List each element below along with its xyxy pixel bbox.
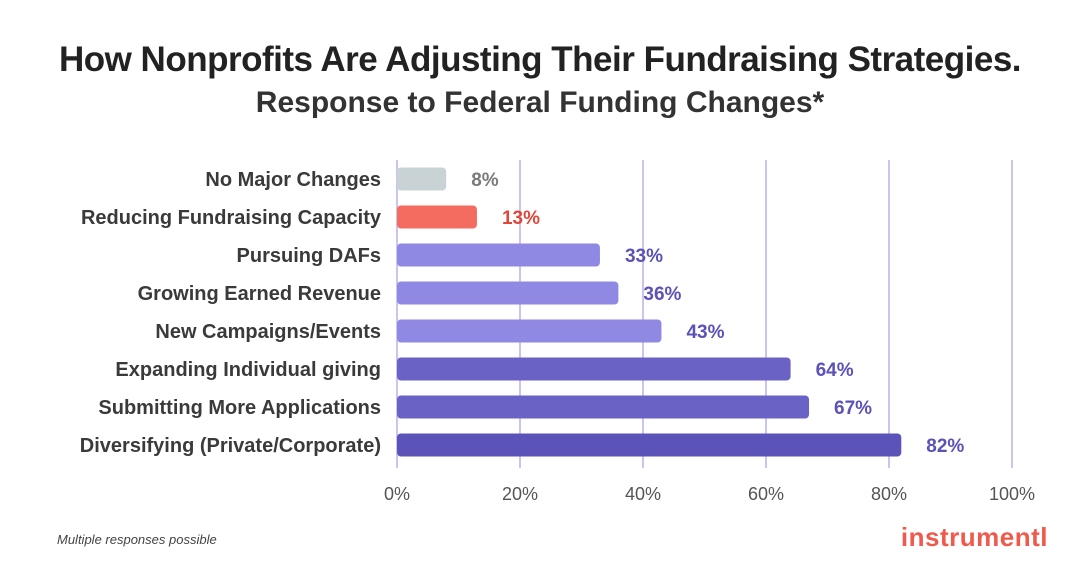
- bar: [397, 357, 791, 381]
- bar: [397, 395, 810, 419]
- category-label: Growing Earned Revenue: [138, 283, 381, 305]
- x-tick-label: 60%: [748, 484, 784, 504]
- brand-logo: instrumentl: [900, 522, 1048, 552]
- chart-title: How Nonprofits Are Adjusting Their Fundr…: [58, 40, 1022, 79]
- category-label: Diversifying (Private/Corporate): [80, 435, 381, 457]
- x-tick-label: 0%: [384, 484, 410, 504]
- bar: [397, 319, 662, 343]
- chart-subtitle: Response to Federal Funding Changes*: [255, 86, 825, 119]
- value-label: 36%: [643, 284, 681, 305]
- bar: [397, 167, 447, 191]
- value-label: 64%: [816, 360, 854, 381]
- x-tick-label: 20%: [502, 484, 538, 504]
- x-tick-label: 100%: [989, 484, 1035, 504]
- bar: [397, 281, 619, 305]
- value-label: 8%: [471, 170, 499, 191]
- bar: [397, 433, 902, 457]
- category-label: Submitting More Applications: [98, 397, 381, 419]
- value-label: 43%: [686, 322, 724, 343]
- category-label: New Campaigns/Events: [155, 321, 381, 343]
- bar: [397, 205, 477, 229]
- category-label: Pursuing DAFs: [237, 245, 381, 267]
- footnote: Multiple responses possible: [57, 532, 217, 547]
- value-label: 33%: [625, 246, 663, 267]
- value-label: 13%: [502, 208, 540, 229]
- bar: [397, 243, 600, 267]
- value-label: 67%: [834, 398, 872, 419]
- value-label: 82%: [926, 436, 964, 457]
- x-tick-label: 40%: [625, 484, 661, 504]
- category-label: Expanding Individual giving: [115, 359, 381, 381]
- category-label: No Major Changes: [205, 169, 381, 191]
- category-label: Reducing Fundraising Capacity: [81, 207, 382, 229]
- x-tick-label: 80%: [871, 484, 907, 504]
